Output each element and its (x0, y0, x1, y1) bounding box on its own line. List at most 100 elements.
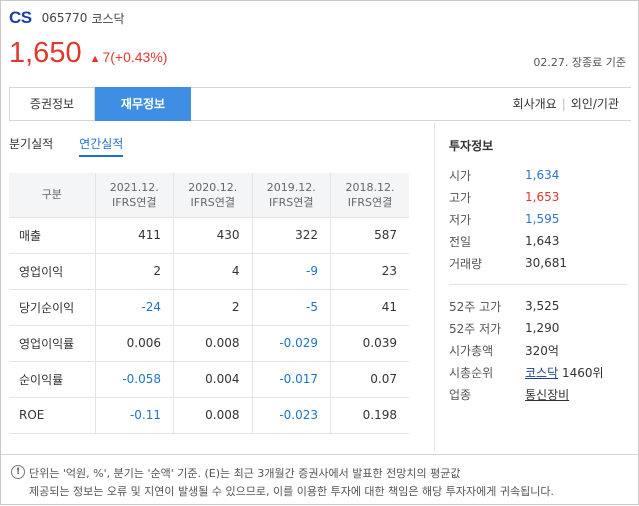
table-row: 영업이익률 0.006 0.008 -0.029 0.039 (9, 325, 409, 362)
table-row: ROE -0.11 0.008 -0.023 0.198 (9, 397, 409, 434)
info-row-sector: 업종 통신장비 (449, 383, 627, 405)
info-label: 52주 저가 (449, 321, 502, 336)
column-divider (434, 123, 435, 451)
table-cell: 0.004 (173, 361, 253, 398)
table-cell: -0.11 (95, 397, 174, 434)
sector-link[interactable]: 통신장비 (525, 387, 570, 402)
current-price: 1,650 (9, 37, 82, 69)
table-cell: -0.058 (95, 361, 174, 398)
table-cell: -5 (252, 289, 331, 326)
tab-annual[interactable]: 연간실적 (79, 135, 124, 157)
info-label: 고가 (449, 190, 472, 205)
column-header: 2020.12. IFRS연결 (173, 173, 253, 218)
table-cell: -0.029 (252, 325, 331, 362)
info-row-rank: 시총순위 코스닥 1460위 (449, 361, 627, 383)
foreign-institution-link[interactable]: 외인/기관 (570, 97, 619, 111)
company-overview-link[interactable]: 회사개요 (512, 97, 557, 111)
table-cell: 0.039 (330, 325, 409, 362)
info-row-high52: 52주 고가 3,525 (449, 295, 627, 317)
table-cell: 2 (95, 253, 174, 290)
info-label: 전일 (449, 234, 472, 249)
info-label: 저가 (449, 212, 472, 227)
info-value: 1,643 (525, 234, 560, 248)
row-label: 영업이익률 (9, 325, 96, 362)
info-label: 시가 (449, 168, 472, 183)
info-row-low52: 52주 저가 1,290 (449, 317, 627, 339)
tab-quarterly[interactable]: 분기실적 (9, 137, 54, 151)
investment-info-title: 투자정보 (449, 139, 494, 153)
financial-table: 구분 2021.12. IFRS연결 2020.12. IFRS연결 2019.12… (9, 173, 409, 434)
table-header-row: 구분 2021.12. IFRS연결 2020.12. IFRS연결 2019.12… (9, 173, 409, 218)
info-label: 시총순위 (449, 365, 494, 380)
table-cell: 0.07 (330, 361, 409, 398)
notice-line-1: 단위는 '억원, %', 분기는 '순액' 기준. (E)는 최근 3개월간 증… (29, 467, 461, 480)
rank-value: 1460위 (561, 365, 604, 380)
market-rank-link[interactable]: 코스닥 (525, 365, 559, 380)
table-cell: 322 (252, 217, 331, 254)
column-standard: IFRS연결 (112, 195, 157, 209)
company-logo: CS (9, 8, 32, 27)
info-row-prev: 전일 1,643 (449, 230, 627, 252)
divider (449, 284, 627, 285)
stock-code: 065770 (41, 11, 88, 25)
info-row-low: 저가 1,595 (449, 208, 627, 230)
table-row: 매출 411 430 322 587 (9, 217, 409, 254)
table-cell: -24 (95, 289, 174, 326)
row-label: ROE (9, 397, 96, 434)
info-value: 1,290 (525, 321, 560, 335)
stock-header: CS 065770 코스닥 (9, 7, 125, 29)
column-standard: IFRS연결 (269, 195, 314, 209)
table-cell: -0.023 (252, 397, 331, 434)
row-label: 영업이익 (9, 253, 96, 290)
table-cell: 41 (330, 289, 409, 326)
price-row: 1,650 ▲ 7(+0.43%) (9, 37, 167, 71)
table-cell: 430 (173, 217, 253, 254)
table-cell: 0.008 (173, 397, 253, 434)
info-value: 1,653 (525, 190, 560, 204)
table-cell: 0.198 (330, 397, 409, 434)
row-label: 순이익률 (9, 361, 96, 398)
info-row-open: 시가 1,634 (449, 164, 627, 186)
table-cell: -9 (252, 253, 331, 290)
tab-financial-info[interactable]: 재무정보 (95, 87, 191, 121)
table-cell: 411 (95, 217, 174, 254)
price-change: ▲ 7(+0.43%) (90, 49, 168, 65)
table-cell: 587 (330, 217, 409, 254)
investment-info-panel: 투자정보 시가 1,634 고가 1,653 저가 1,595 전일 1,643 거래량… (449, 137, 627, 405)
column-date: 2019.12. (266, 180, 316, 194)
info-label: 시가총액 (449, 343, 494, 358)
tab-stock-info[interactable]: 증권정보 (9, 87, 95, 121)
table-cell: 23 (330, 253, 409, 290)
period-subtabs: 분기실적 연간실적 (9, 135, 149, 157)
table-cell: 4 (173, 253, 253, 290)
table-row: 순이익률 -0.058 0.004 -0.017 0.07 (9, 361, 409, 398)
column-header: 2019.12. IFRS연결 (252, 173, 331, 218)
row-label: 당기순이익 (9, 289, 96, 326)
info-value: 1,595 (525, 212, 560, 226)
info-label: 거래량 (449, 256, 483, 271)
notice-box: ! 단위는 '억원, %', 분기는 '순액' 기준. (E)는 최근 3개월간… (1, 454, 639, 506)
info-value: 320억 (525, 343, 559, 358)
info-value: 30,681 (525, 256, 567, 270)
table-row: 당기순이익 -24 2 -5 41 (9, 289, 409, 326)
info-value: 3,525 (525, 299, 560, 313)
market-name: 코스닥 (91, 11, 125, 26)
column-header: 2021.12. IFRS연결 (95, 173, 174, 218)
info-value: 코스닥 1460위 (525, 364, 604, 381)
info-label: 52주 고가 (449, 299, 502, 314)
up-triangle-icon: ▲ (89, 53, 101, 65)
column-date: 2020.12. (188, 180, 238, 194)
info-row-high: 고가 1,653 (449, 186, 627, 208)
info-exclamation-icon: ! (11, 465, 25, 479)
as-of-time: 02.27. 장종료 기준 (533, 56, 626, 69)
price-change-value: 7(+0.43%) (102, 49, 168, 65)
table-cell: 2 (173, 289, 253, 326)
info-value: 1,634 (525, 168, 560, 182)
table-cell: -0.017 (252, 361, 331, 398)
table-cell: 0.008 (173, 325, 253, 362)
column-header: 2018.12. IFRS연결 (330, 173, 409, 218)
column-standard: IFRS연결 (190, 195, 235, 209)
main-tabs: 증권정보 재무정보 회사개요 | 외인/기관 (9, 87, 631, 121)
table-cell: 0.006 (95, 325, 174, 362)
